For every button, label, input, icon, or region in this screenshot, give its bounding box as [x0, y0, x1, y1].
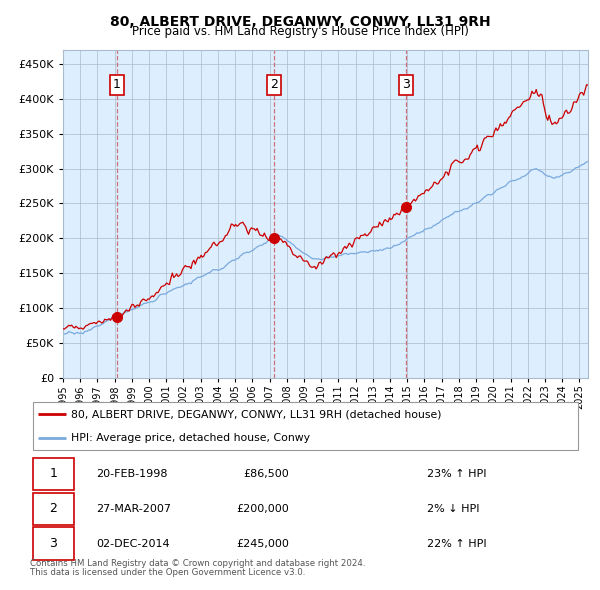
Text: 1: 1 [113, 78, 121, 91]
Text: 2: 2 [50, 502, 58, 516]
FancyBboxPatch shape [33, 527, 74, 560]
Text: 1: 1 [50, 467, 58, 480]
Text: Contains HM Land Registry data © Crown copyright and database right 2024.: Contains HM Land Registry data © Crown c… [30, 559, 365, 568]
Text: 2% ↓ HPI: 2% ↓ HPI [427, 504, 480, 514]
Text: HPI: Average price, detached house, Conwy: HPI: Average price, detached house, Conw… [71, 433, 310, 443]
FancyBboxPatch shape [33, 493, 74, 525]
Text: 80, ALBERT DRIVE, DEGANWY, CONWY, LL31 9RH (detached house): 80, ALBERT DRIVE, DEGANWY, CONWY, LL31 9… [71, 409, 442, 419]
Text: £200,000: £200,000 [236, 504, 289, 514]
Text: 3: 3 [50, 537, 58, 550]
Text: 02-DEC-2014: 02-DEC-2014 [96, 539, 170, 549]
Text: 27-MAR-2007: 27-MAR-2007 [96, 504, 171, 514]
Text: £86,500: £86,500 [244, 469, 289, 479]
Text: 3: 3 [402, 78, 410, 91]
Text: £245,000: £245,000 [236, 539, 289, 549]
Text: 2: 2 [270, 78, 278, 91]
Text: This data is licensed under the Open Government Licence v3.0.: This data is licensed under the Open Gov… [30, 568, 305, 576]
Text: Price paid vs. HM Land Registry's House Price Index (HPI): Price paid vs. HM Land Registry's House … [131, 25, 469, 38]
Text: 20-FEB-1998: 20-FEB-1998 [96, 469, 168, 479]
Text: 22% ↑ HPI: 22% ↑ HPI [427, 539, 487, 549]
Text: 23% ↑ HPI: 23% ↑ HPI [427, 469, 487, 479]
Text: 80, ALBERT DRIVE, DEGANWY, CONWY, LL31 9RH: 80, ALBERT DRIVE, DEGANWY, CONWY, LL31 9… [110, 15, 490, 29]
FancyBboxPatch shape [33, 458, 74, 490]
FancyBboxPatch shape [33, 402, 578, 450]
